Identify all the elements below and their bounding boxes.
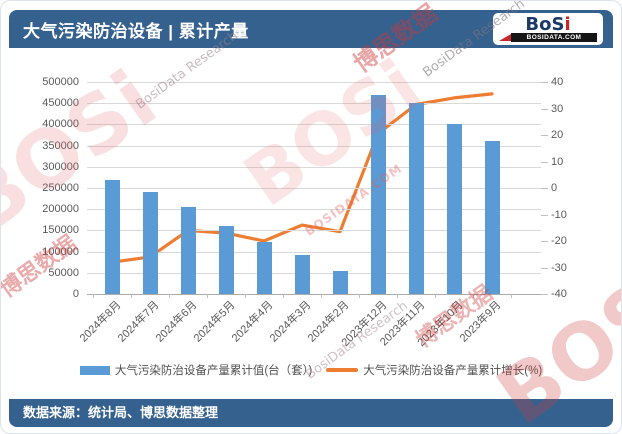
- y-axis-left: 500000 450000 400000 350000 300000 250000 2000…: [15, 76, 79, 300]
- y-axis-right-tick-label: 30: [551, 102, 564, 115]
- x-axis-tick: [511, 294, 512, 298]
- x-axis-tick: [207, 294, 208, 298]
- right-axis-tick: [541, 108, 548, 110]
- gridline: [87, 230, 541, 232]
- right-axis-tick: [541, 188, 548, 189]
- gridline: [87, 209, 541, 211]
- x-axis-tick: [131, 294, 132, 298]
- legend-line-swatch: [326, 368, 359, 372]
- y-axis-right-tick-label: 10: [551, 155, 564, 168]
- right-axis-tick: [541, 241, 548, 242]
- gridline: [87, 82, 541, 83]
- y-axis-left-tick-label: 100000: [42, 245, 79, 258]
- legend-line-label: 大气污染防治设备产量累计增长(%): [363, 365, 543, 377]
- bosi-logo-text-red: i: [564, 13, 571, 35]
- bar-2024年4月: [256, 242, 272, 294]
- page-title: 大气污染防治设备 | 累计产量: [23, 21, 249, 41]
- y-axis-left-tick-label: 150000: [42, 224, 79, 237]
- gridline: [87, 145, 541, 147]
- gridline: [87, 188, 541, 189]
- y-axis-left-tick-label: 500000: [42, 76, 79, 88]
- x-axis-tick: [321, 294, 322, 298]
- y-axis-left-tick-label: 350000: [42, 139, 79, 152]
- bosi-logo-bottom: BOSIDATA.COM: [499, 33, 597, 43]
- legend: 大气污染防治设备产量累计值(台（套）) 大气污染防治设备产量累计增长(%): [1, 362, 621, 378]
- gridline: [87, 166, 541, 168]
- bar-2023年10月: [446, 123, 462, 294]
- bar-2024年5月: [218, 226, 234, 294]
- y-axis-right-tick-label: -30: [551, 261, 567, 274]
- gridline: [87, 103, 541, 105]
- bosi-logo-text: BoSi: [499, 13, 597, 35]
- gridline: [87, 272, 541, 274]
- x-axis-tick: [283, 294, 284, 298]
- y-axis-right-tick-label: 40: [551, 76, 564, 88]
- right-axis-tick: [541, 161, 548, 163]
- bar-2024年7月: [142, 192, 158, 294]
- y-axis-right: 40 30 20 10 0 -10 -20 -30 -40: [551, 76, 596, 300]
- x-axis-tick: [93, 294, 94, 298]
- trend-line-svg: [110, 92, 494, 264]
- right-axis-tick: [541, 82, 548, 83]
- bosi-logo-domain: BOSIDATA.COM: [511, 33, 597, 42]
- bar-2023年12月: [370, 94, 386, 294]
- y-axis-right-tick-label: -10: [551, 208, 567, 221]
- y-axis-left-tick-label: 50000: [48, 266, 79, 279]
- legend-bar-swatch: [79, 365, 110, 375]
- bar-2023年11月: [408, 103, 424, 294]
- trend-line: [110, 92, 494, 264]
- y-axis-left-tick-label: 200000: [42, 203, 79, 216]
- bar-2024年8月: [104, 179, 120, 294]
- x-axis-tick: [245, 294, 246, 298]
- bosi-logo-text-dark: BoS: [525, 13, 565, 35]
- y-axis-right-tick-label: -40: [551, 288, 567, 300]
- y-axis-left-tick-label: 450000: [42, 97, 79, 110]
- y-axis-right-tick-label: 20: [551, 129, 564, 141]
- x-axis-tick: [359, 294, 360, 298]
- footer-bar: 数据来源：统计局、博思数据整理: [9, 399, 613, 427]
- bar-2024年2月: [332, 270, 348, 294]
- x-axis-tick: [473, 294, 474, 298]
- data-source-text: 数据来源：统计局、博思数据整理: [23, 405, 219, 420]
- right-axis-tick: [541, 267, 548, 269]
- legend-item-bars: 大气污染防治设备产量累计值(台（套）): [79, 362, 313, 378]
- gridline: [87, 251, 541, 253]
- bosi-logo: BoSi BOSIDATA.COM: [493, 13, 603, 45]
- plot-area: [87, 82, 548, 298]
- bosi-logo-flag-icon: [499, 34, 511, 41]
- gridline: [87, 124, 541, 126]
- x-axis-tick: [397, 294, 398, 298]
- bar-2023年9月: [484, 141, 500, 294]
- right-axis-tick: [541, 294, 548, 295]
- right-axis-tick: [541, 135, 548, 136]
- y-axis-right-tick-label: 0: [551, 182, 558, 194]
- legend-bar-label: 大气污染防治设备产量累计值(台（套）): [114, 365, 313, 377]
- header-bar: 大气污染防治设备 | 累计产量 BoSi BOSIDATA.COM: [9, 10, 613, 48]
- y-axis-right-tick-label: -20: [551, 235, 567, 247]
- y-axis-left-tick-label: 250000: [42, 182, 79, 194]
- y-axis-left-tick-label: 400000: [42, 118, 79, 131]
- bar-2024年6月: [180, 207, 196, 294]
- legend-item-line: 大气污染防治设备产量累计增长(%): [326, 362, 542, 378]
- x-axis-tick: [435, 294, 436, 298]
- y-axis-left-tick-label: 0: [72, 288, 79, 300]
- bar-2024年3月: [294, 255, 310, 294]
- y-axis-left-tick-label: 300000: [42, 160, 79, 173]
- x-axis-tick: [169, 294, 170, 298]
- right-axis-tick: [541, 214, 548, 216]
- gridline: [87, 294, 541, 295]
